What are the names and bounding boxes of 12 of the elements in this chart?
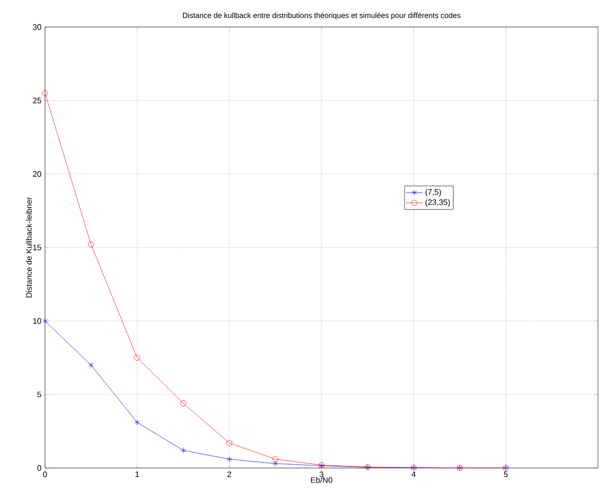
point: [134, 354, 140, 361]
point: [180, 447, 186, 454]
point: [42, 90, 48, 96]
point: [226, 456, 232, 462]
point: [88, 362, 94, 368]
point: [226, 440, 232, 446]
point: [134, 419, 140, 426]
point: [272, 456, 278, 462]
point: [180, 400, 186, 406]
point: [88, 242, 94, 248]
point: [42, 318, 48, 324]
point: [272, 460, 278, 467]
